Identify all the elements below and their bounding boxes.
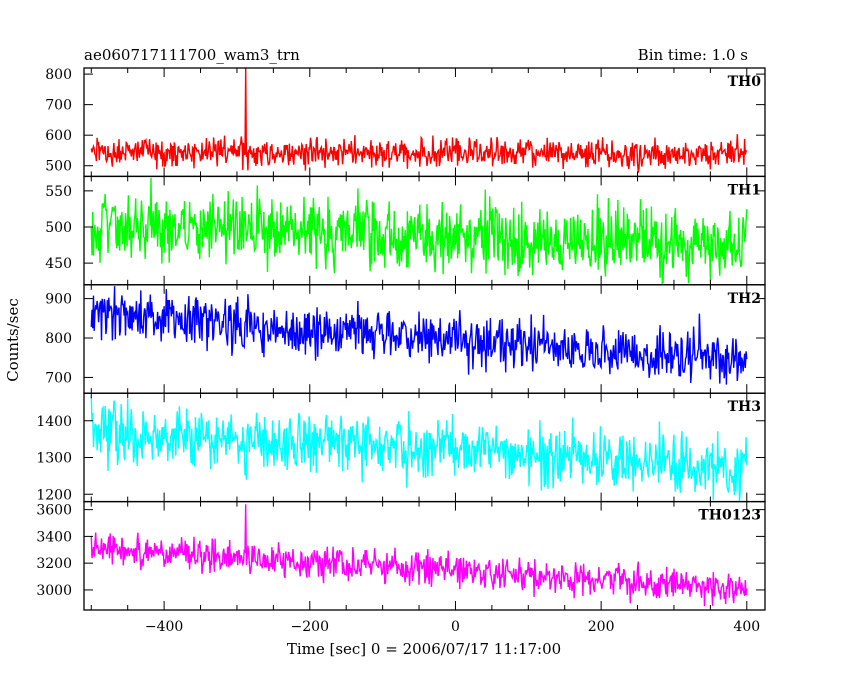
y-tick-label: 3400: [36, 529, 72, 545]
series-line-th1: [90, 177, 748, 285]
y-axis-label: Counts/sec: [4, 298, 22, 382]
y-tick-label: 700: [45, 370, 72, 386]
series-line-th3: [90, 396, 748, 502]
panels-group: 500 600 700 800 TH0 450 500 550 TH1 700 800 900 TH2 1…: [36, 67, 766, 635]
x-tick-label: 0: [451, 619, 460, 635]
y-tick-label: 3200: [36, 556, 72, 572]
x-tick-label: −400: [145, 619, 183, 635]
panel-label-th1: TH1: [728, 182, 761, 198]
panel-frame-th0123: [83, 500, 766, 611]
panel-label-th3: TH3: [728, 399, 761, 415]
series-line-th0123: [90, 504, 748, 607]
y-tick-label: 1200: [36, 487, 72, 503]
panel-label-th0: TH0: [728, 74, 762, 90]
y-tick-label: 500: [45, 159, 72, 175]
panel-label-th2: TH2: [728, 291, 761, 307]
chart-title-left: ae060717111700_wam3_trn: [84, 46, 300, 64]
chart-title-right: Bin time: 1.0 s: [638, 46, 748, 64]
y-tick-label: 800: [45, 67, 72, 83]
y-tick-label: 1300: [36, 451, 72, 467]
series-line-th2: [90, 286, 748, 385]
y-tick-label: 450: [45, 256, 72, 272]
y-tick-label: 600: [45, 128, 72, 144]
y-tick-label: 900: [45, 292, 72, 308]
x-tick-label: −200: [291, 619, 329, 635]
y-tick-label: 3600: [36, 503, 72, 519]
y-tick-label: 1400: [36, 414, 72, 430]
x-tick-label: 200: [588, 619, 615, 635]
y-tick-label: 700: [45, 98, 72, 114]
y-tick-label: 550: [45, 184, 72, 200]
y-tick-label: 800: [45, 331, 72, 347]
panel-label-th0123: TH0123: [698, 508, 761, 524]
y-tick-label: 500: [45, 220, 72, 236]
y-tick-label: 3000: [36, 583, 72, 599]
x-tick-label: 400: [733, 619, 760, 635]
series-line-th0: [90, 68, 748, 173]
x-axis-label: Time [sec] 0 = 2006/07/17 11:17:00: [287, 640, 561, 658]
